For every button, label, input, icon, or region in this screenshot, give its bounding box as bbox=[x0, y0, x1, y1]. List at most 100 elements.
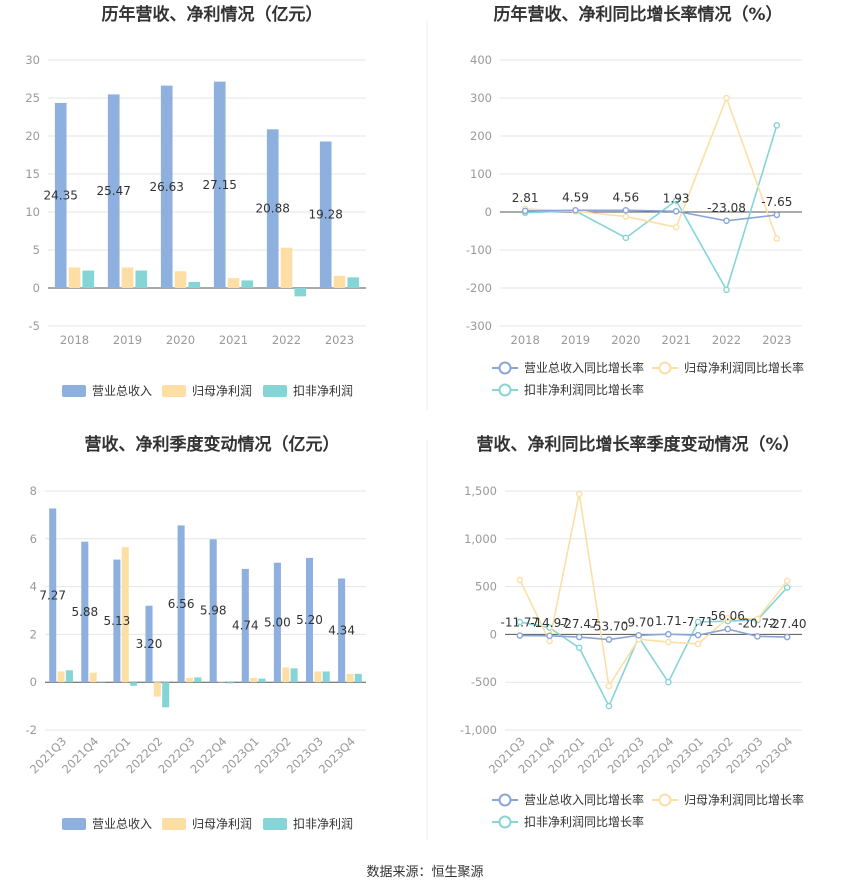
x-tick-label: 2019 bbox=[113, 333, 142, 347]
bar-deducted-profit bbox=[188, 281, 201, 288]
legend-label: 扣非净利润同比增长率 bbox=[524, 382, 644, 397]
bar-net-profit bbox=[250, 677, 258, 683]
series-point-2 bbox=[773, 122, 781, 129]
bar-net-profit bbox=[280, 247, 293, 288]
growth-data-label: 2.81 bbox=[512, 191, 539, 205]
series-point-0 bbox=[572, 206, 579, 214]
growth-data-label: -7.65 bbox=[761, 195, 792, 209]
bar-revenue bbox=[145, 605, 153, 683]
bar-net-profit bbox=[89, 672, 97, 683]
series-point-1 bbox=[783, 577, 791, 585]
series-point-0 bbox=[665, 630, 672, 638]
revenue-data-label: 6.56 bbox=[168, 597, 195, 611]
revenue-data-label: 5.88 bbox=[71, 605, 98, 619]
y-tick-label: 200 bbox=[470, 129, 492, 143]
legend-label: 营业总收入同比增长率 bbox=[524, 360, 644, 375]
bar-deducted-profit bbox=[354, 673, 362, 683]
series-point-2 bbox=[672, 197, 680, 204]
y-tick-label: 400 bbox=[470, 53, 492, 67]
bar-deducted-profit bbox=[194, 677, 202, 683]
legend-label: 归母净利润同比增长率 bbox=[684, 792, 804, 807]
y-tick-label: -500 bbox=[471, 675, 497, 689]
growth-data-label: 1.93 bbox=[663, 191, 690, 205]
y-tick-label: -300 bbox=[466, 319, 492, 333]
x-tick-label: 2019 bbox=[561, 333, 590, 347]
y-tick-label: 0 bbox=[33, 281, 40, 295]
revenue-data-label: 24.35 bbox=[44, 188, 78, 202]
series-point-1 bbox=[724, 614, 732, 622]
quarterly-growth-rate-chart: 营收、净利同比增长率季度变动情况（%） -1,000 -500 0 500 1,000 1,… bbox=[460, 434, 807, 829]
y-tick-label: 30 bbox=[25, 53, 40, 67]
revenue-data-label: 5.98 bbox=[200, 604, 227, 618]
growth-data-label: -9.70 bbox=[623, 615, 654, 629]
series-line-1 bbox=[519, 493, 788, 689]
series-point-1 bbox=[546, 637, 553, 645]
x-tick-label: 2023 bbox=[762, 333, 791, 347]
legend-marker bbox=[498, 383, 512, 397]
growth-data-label: -53.70 bbox=[590, 620, 629, 634]
bar-net-profit bbox=[57, 671, 65, 683]
legend-marker bbox=[658, 793, 672, 807]
series-point-1 bbox=[516, 576, 524, 584]
series-point-2 bbox=[694, 618, 702, 626]
y-tick-label: 500 bbox=[475, 580, 497, 594]
bar-deducted-profit bbox=[258, 678, 266, 683]
bar-net-profit bbox=[185, 677, 193, 683]
series-point-0 bbox=[622, 206, 630, 214]
bar-revenue bbox=[241, 568, 249, 683]
growth-data-label: -20.72 bbox=[738, 616, 777, 630]
y-tick-label: 1,000 bbox=[464, 532, 497, 546]
chart-title: 历年营收、净利情况（亿元） bbox=[102, 4, 323, 25]
y-tick-label: -1,000 bbox=[460, 723, 497, 737]
x-tick-label: 2023 bbox=[325, 333, 354, 347]
bar-deducted-profit bbox=[226, 682, 234, 684]
legend-label: 扣非净利润同比增长率 bbox=[524, 814, 644, 829]
bar-deducted-profit bbox=[241, 280, 254, 288]
series-point-0 bbox=[546, 632, 553, 640]
y-tick-label: -2 bbox=[26, 723, 37, 737]
x-tick-label: 2022 bbox=[712, 333, 741, 347]
revenue-data-label: 5.20 bbox=[296, 613, 323, 627]
bar-net-profit bbox=[227, 278, 240, 288]
y-tick-label: -5 bbox=[29, 319, 40, 333]
bar-net-profit bbox=[121, 547, 129, 683]
annual-growth-rate-chart: 历年营收、净利同比增长率情况（%） -300 -200 -100 0 100 200 300 4… bbox=[466, 4, 804, 397]
y-tick-label: 15 bbox=[25, 167, 40, 181]
y-tick-label: 1,500 bbox=[464, 484, 497, 498]
growth-data-label: -23.08 bbox=[707, 201, 746, 215]
bar-revenue bbox=[209, 539, 217, 683]
bar-net-profit bbox=[218, 681, 226, 683]
y-tick-label: 0 bbox=[30, 675, 37, 689]
bar-deducted-profit bbox=[290, 668, 298, 683]
bar-revenue bbox=[213, 81, 226, 288]
annual-revenue-profit-chart: 历年营收、净利情况（亿元） -5 0 5 10 15 20 25 30 2018 2019 2020 2… bbox=[25, 4, 366, 398]
series-point-2 bbox=[575, 644, 583, 652]
legend-label: 营业总收入同比增长率 bbox=[524, 792, 644, 807]
bar-deducted-profit bbox=[347, 277, 360, 288]
series-point-1 bbox=[694, 640, 702, 648]
x-tick-label: 2018 bbox=[60, 333, 89, 347]
legend-label: 归母净利润同比增长率 bbox=[684, 360, 804, 375]
growth-data-label: 1.71 bbox=[655, 614, 682, 628]
y-tick-label: 4 bbox=[30, 580, 37, 594]
bar-net-profit bbox=[153, 682, 161, 697]
bar-revenue bbox=[305, 557, 314, 683]
series-point-0 bbox=[605, 636, 613, 643]
series-point-0 bbox=[575, 633, 583, 641]
growth-data-label: -27.47 bbox=[560, 617, 599, 631]
y-tick-label: 2 bbox=[30, 627, 37, 641]
x-tick-label: 2018 bbox=[511, 333, 540, 347]
bar-net-profit bbox=[333, 275, 346, 288]
bar-deducted-profit bbox=[294, 288, 307, 297]
legend-swatch bbox=[263, 818, 287, 830]
revenue-data-label: 4.34 bbox=[328, 623, 355, 637]
series-point-0 bbox=[694, 631, 702, 639]
revenue-data-label: 19.28 bbox=[309, 208, 343, 222]
series-line-0 bbox=[519, 628, 788, 641]
legend-marker bbox=[498, 361, 512, 375]
legend-swatch bbox=[162, 818, 186, 830]
x-tick-label: 2022 bbox=[272, 333, 301, 347]
bar-deducted-profit bbox=[82, 270, 95, 288]
series-point-2 bbox=[605, 702, 613, 710]
